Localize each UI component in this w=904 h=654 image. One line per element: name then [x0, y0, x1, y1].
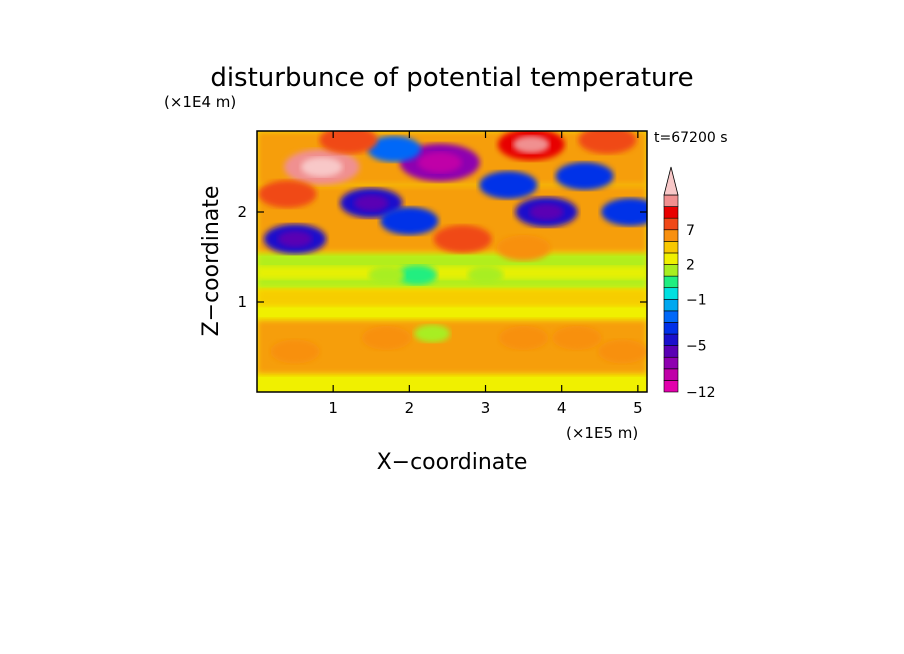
x-axis-ticks: 1 2 3 4 5 [328, 131, 643, 417]
field-feature [552, 326, 602, 350]
field-blobs [258, 131, 647, 364]
colorbar-swatch [663, 229, 679, 242]
field-feature-core [354, 194, 389, 212]
field-feature [258, 180, 317, 208]
colorbar-swatch [663, 275, 679, 289]
field-feature [555, 162, 614, 190]
colorbar-swatch [663, 287, 679, 300]
field-feature [467, 266, 504, 284]
field-feature [396, 265, 438, 285]
field-feature-core [417, 152, 462, 173]
x-tick-label: 3 [481, 399, 491, 417]
colorbar-swatch [663, 345, 679, 358]
field-feature [496, 235, 551, 261]
x-unit-label: (×1E5 m) [566, 424, 638, 442]
field-feature-core [277, 230, 313, 248]
y-unit-label: (×1E4 m) [164, 93, 236, 111]
colorbar-swatch [663, 368, 679, 381]
colorbar-label: −1 [686, 292, 707, 308]
x-axis-label: X−coordinate [377, 450, 528, 475]
field-feature [414, 324, 451, 343]
x-tick-label: 1 [328, 399, 338, 417]
colorbar-swatch [663, 356, 679, 370]
field-feature-core [300, 157, 343, 177]
time-label: t=67200 s [654, 130, 728, 146]
field-feature [270, 339, 320, 364]
colorbar-swatch [663, 217, 679, 231]
colorbar-label: −5 [686, 339, 707, 355]
colorbar-label: 7 [686, 223, 695, 239]
colorbar-swatch [663, 298, 679, 312]
plot-frame [256, 130, 648, 393]
heatmap-field [257, 131, 647, 392]
colorbar-label: 2 [686, 258, 695, 274]
field-feature [578, 131, 637, 154]
colorbar-label: −12 [686, 385, 716, 401]
field-feature-core [529, 203, 564, 221]
field-feature [380, 207, 439, 235]
y-tick-label: 2 [237, 203, 247, 221]
field-feature [479, 171, 538, 199]
colorbar-swatch [663, 380, 679, 393]
colorbar-swatch [663, 241, 679, 254]
colorbar: 7 2 −1 −5 −12 [663, 166, 716, 401]
colorbar-swatch [663, 252, 679, 265]
colorbar-swatch [663, 310, 679, 323]
colorbar-cap [663, 166, 679, 196]
y-tick-label: 1 [237, 293, 247, 311]
colorbar-swatch [663, 206, 679, 219]
colorbar-swatch [663, 322, 679, 335]
colorbar-swatch [663, 264, 679, 277]
field-feature [499, 326, 549, 350]
field-feature [433, 225, 492, 253]
x-tick-label: 4 [557, 399, 567, 417]
field-feature [601, 198, 647, 226]
field-feature [368, 266, 405, 284]
field-feature [319, 131, 378, 154]
colorbar-swatch [663, 194, 679, 207]
chart-title: disturbunce of potential temperature [210, 63, 693, 93]
y-axis-label: Z−coordinate [199, 186, 224, 337]
field-band [257, 288, 647, 307]
field-feature [598, 339, 647, 364]
field-feature [367, 136, 421, 162]
field-feature-core [512, 135, 550, 154]
x-tick-label: 2 [405, 399, 415, 417]
y-axis-ticks: 12 [237, 203, 647, 311]
x-tick-label: 5 [633, 399, 643, 417]
field-feature [361, 326, 412, 350]
field-band [257, 266, 647, 280]
colorbar-swatch [663, 333, 679, 346]
